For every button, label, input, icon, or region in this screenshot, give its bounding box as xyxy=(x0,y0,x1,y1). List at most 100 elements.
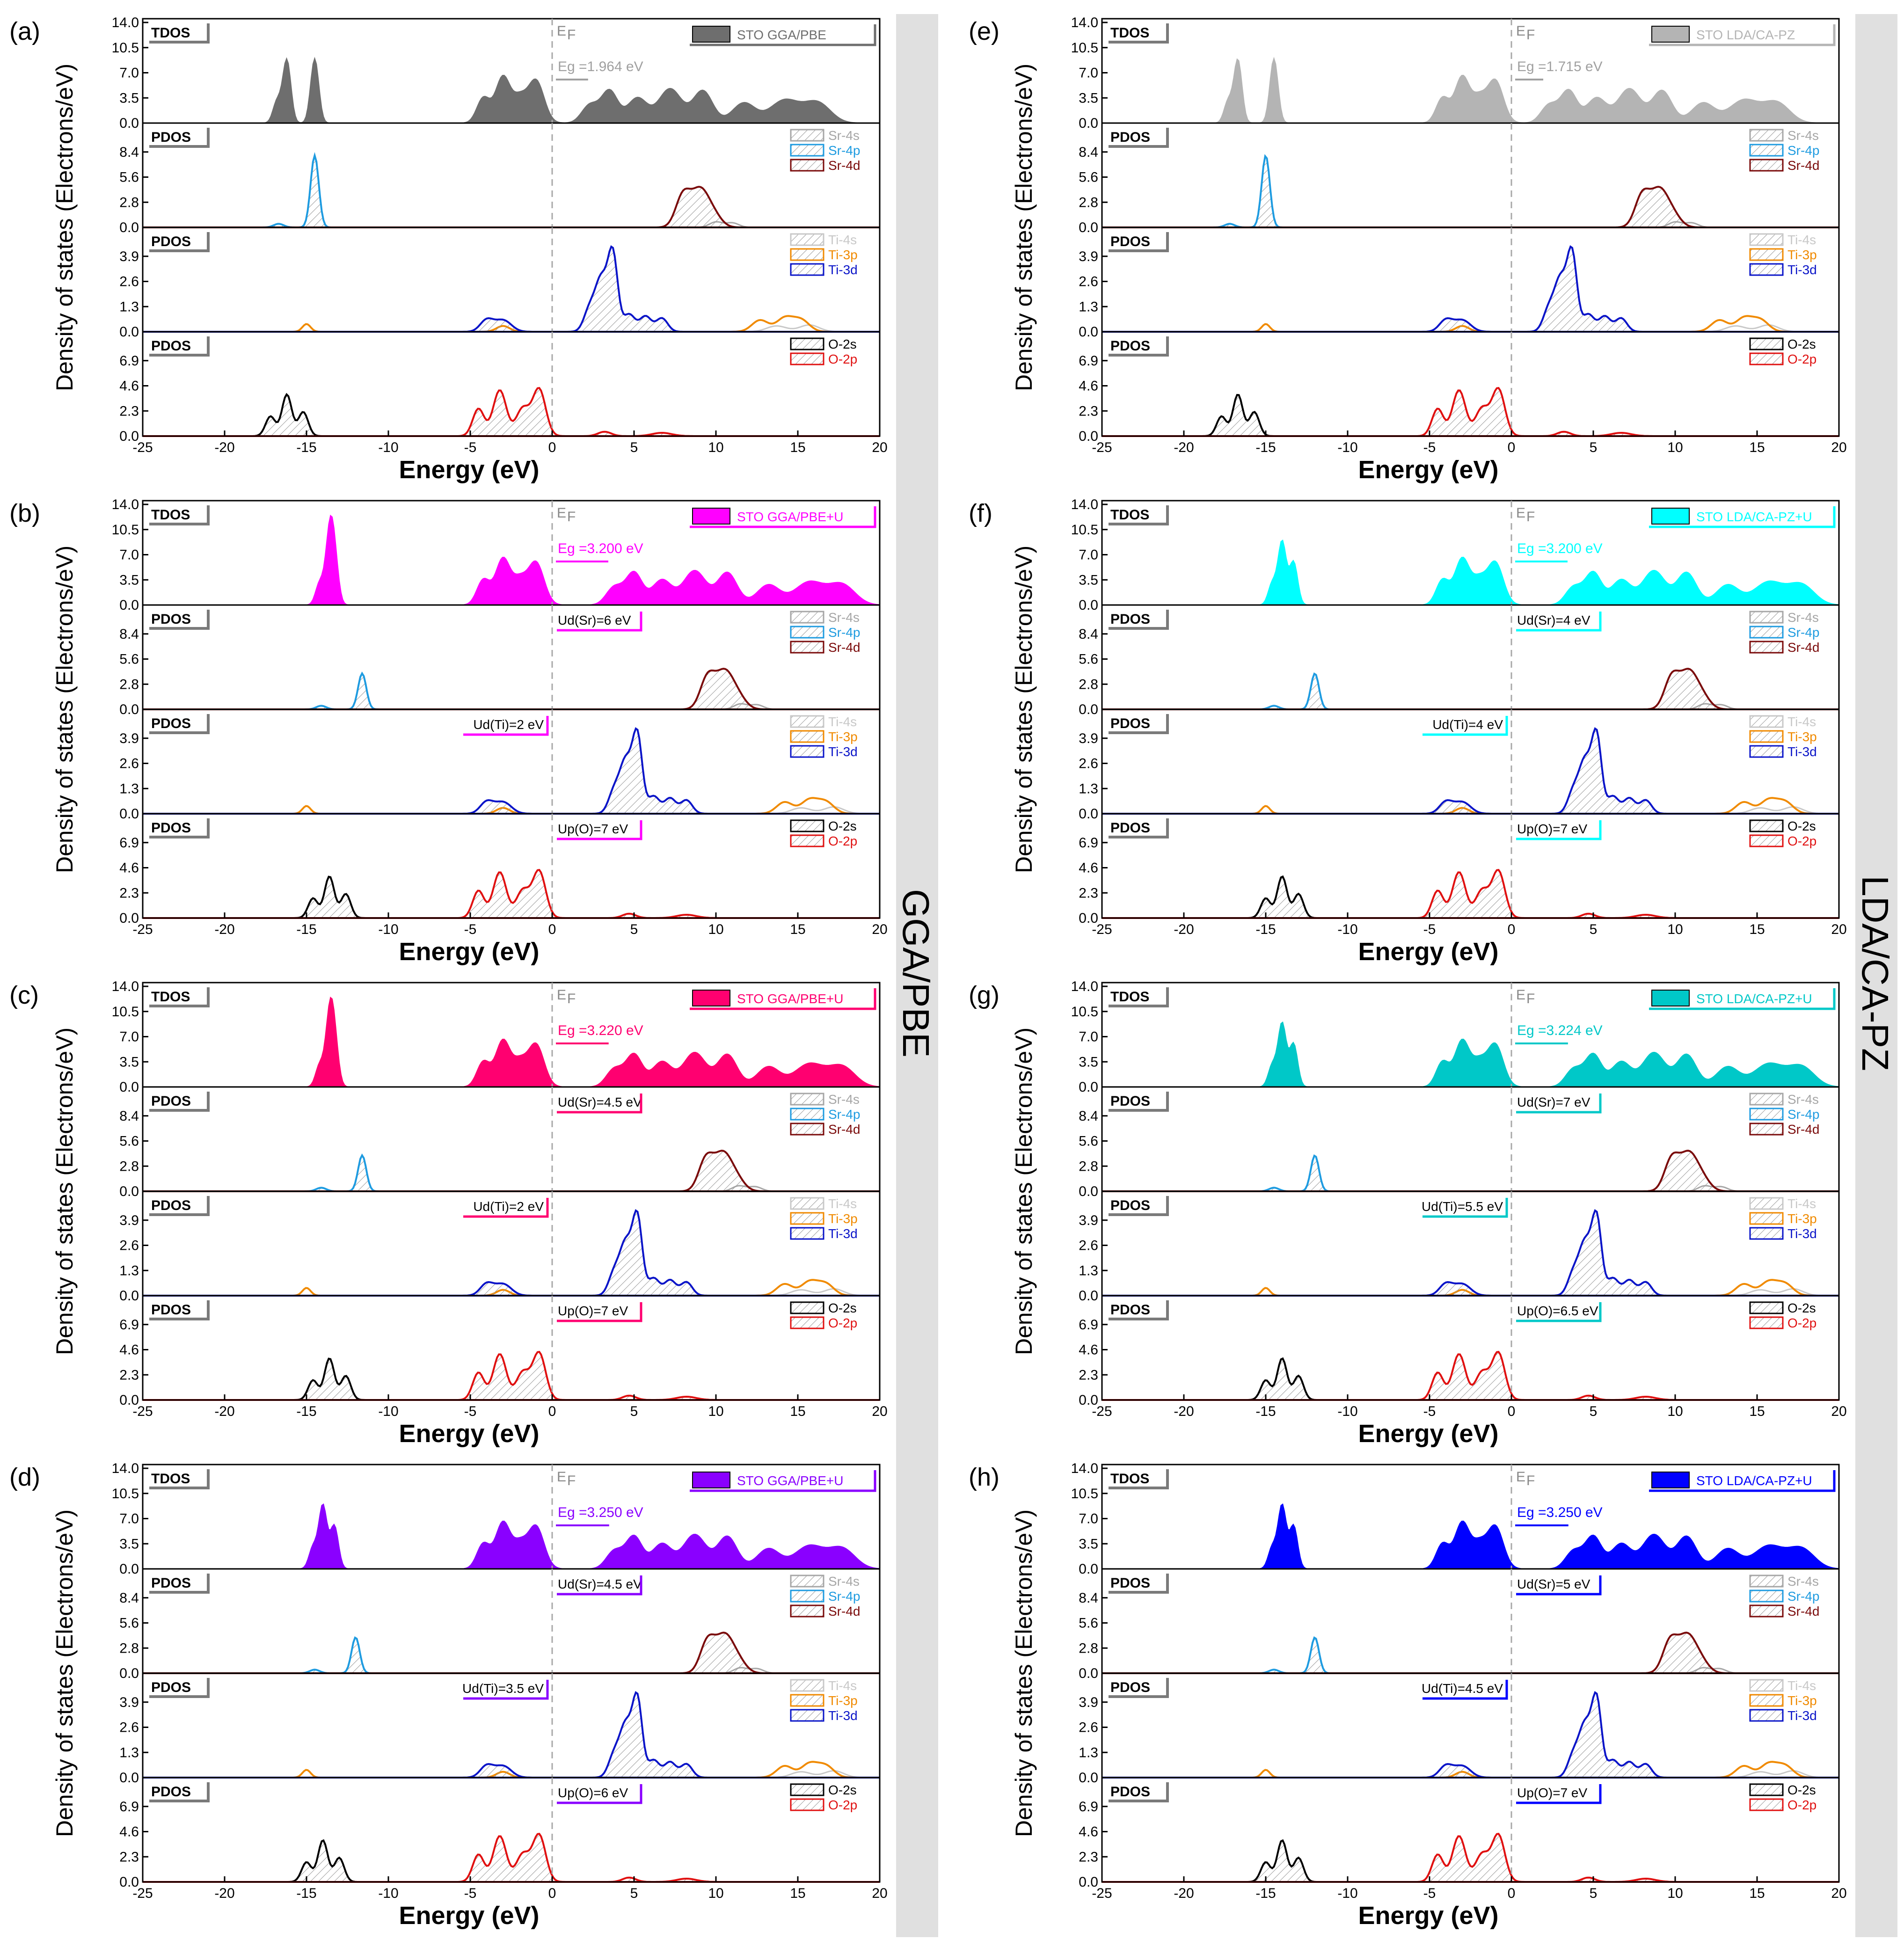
x-tick-label: 20 xyxy=(1831,922,1846,937)
section-tdos: 0.0 3.5 7.0 10.5 14.0 TDOS STO LDA/CA-PZ+U E F Eg… xyxy=(1071,1461,1840,1577)
section-frame xyxy=(1101,813,1840,919)
y-tick-label: 5.6 xyxy=(1079,1134,1098,1149)
y-tick-label: 0.0 xyxy=(119,1392,139,1408)
x-tick-label: 10 xyxy=(1667,440,1683,455)
sr-4d-line xyxy=(143,1150,880,1192)
sr-4p-line xyxy=(143,1636,880,1674)
y-tick-label: 6.9 xyxy=(119,1799,139,1815)
y-tick-label: 2.6 xyxy=(119,274,139,290)
section-frame xyxy=(1101,331,1840,437)
sr-4p-line xyxy=(1102,1636,1839,1674)
u-parameter-text: Ud(Ti)=5.5 eV xyxy=(1422,1199,1503,1214)
section-tdos: 0.0 3.5 7.0 10.5 14.0 TDOS STO GGA/PBE+U E F Eg =… xyxy=(112,979,881,1095)
tdos-area xyxy=(1102,539,1839,605)
section-tag-box xyxy=(1109,336,1169,357)
x-tick-label: 5 xyxy=(630,922,638,937)
u-parameter-text: Up(O)=7 eV xyxy=(1517,1786,1587,1800)
legend-text: Sr-4p xyxy=(1787,1589,1819,1604)
ti-3d-line xyxy=(143,1209,880,1297)
y-tick-label: 0.0 xyxy=(1079,1770,1098,1786)
x-tick-label: -25 xyxy=(1092,922,1112,937)
legend-swatch xyxy=(1749,144,1784,157)
legend-swatch xyxy=(790,1679,824,1692)
section-tag-box xyxy=(149,1092,210,1112)
legend-text: STO GGA/PBE+U xyxy=(737,991,843,1006)
pdos-legend: O-2sO-2p xyxy=(790,1301,857,1330)
legend-text: Sr-4d xyxy=(1787,1604,1819,1618)
section-tag-box xyxy=(149,1678,210,1698)
legend-text: Sr-4p xyxy=(828,143,860,158)
legend-box xyxy=(1649,1470,1836,1492)
panel-id-label: (e) xyxy=(969,17,999,45)
section-tag-text: PDOS xyxy=(151,1575,191,1591)
y-tick-label: 0.0 xyxy=(1079,220,1098,235)
x-tick-label: 20 xyxy=(1831,1886,1846,1901)
section-tag-text: PDOS xyxy=(1110,1302,1150,1318)
y-tick-label: 3.5 xyxy=(119,572,139,588)
legend-box xyxy=(1649,506,1836,528)
legend-text: O-2s xyxy=(1787,819,1816,833)
x-tick-label: 5 xyxy=(630,1886,638,1901)
u-parameter-text: Up(O)=7 eV xyxy=(558,1304,628,1318)
section-tdos: 0.0 3.5 7.0 10.5 14.0 TDOS STO LDA/CA-PZ E F Eg =… xyxy=(1071,15,1840,131)
x-tick-label: 0 xyxy=(1508,440,1516,455)
legend-swatch xyxy=(790,352,824,365)
o-2p-line xyxy=(1102,1833,1839,1883)
legend-text: Ti-3p xyxy=(828,248,858,262)
legend-text: O-2s xyxy=(1787,1783,1816,1797)
section-tdos: 0.0 3.5 7.0 10.5 14.0 TDOS STO GGA/PBE E F Eg =1.… xyxy=(112,15,881,131)
legend-swatch xyxy=(1749,159,1784,172)
x-axis-label: Energy (eV) xyxy=(1358,1420,1498,1448)
y-tick-label: 14.0 xyxy=(1071,1461,1098,1476)
section-tdos: 0.0 3.5 7.0 10.5 14.0 TDOS STO GGA/PBE+U E F Eg =… xyxy=(112,1461,881,1577)
legend-swatch xyxy=(1749,745,1784,758)
section-tag-text: PDOS xyxy=(151,234,191,249)
legend-text: Sr-4d xyxy=(1787,1122,1819,1137)
fermi-label-sub: F xyxy=(567,991,576,1006)
section-pdos-o: 0.0 2.3 4.6 6.9 PDOS O-2sO-2p Up(O)=6.5 eV xyxy=(1079,1295,1840,1408)
sr-4d-line xyxy=(143,186,880,228)
section-tag-box xyxy=(149,987,210,1007)
y-tick-label: 5.6 xyxy=(1079,1616,1098,1631)
legend-text: O-2s xyxy=(828,819,857,833)
y-tick-label: 5.6 xyxy=(119,652,139,667)
o-2p-line xyxy=(143,387,880,437)
legend-swatch xyxy=(790,1798,824,1811)
x-tick-label: -20 xyxy=(214,922,234,937)
legend-swatch xyxy=(790,159,824,172)
section-tag: PDOS xyxy=(1109,232,1169,252)
section-tag-text: TDOS xyxy=(1110,1471,1149,1487)
y-tick-label: 1.3 xyxy=(119,781,139,796)
legend-text: Ti-3d xyxy=(1787,1708,1817,1723)
legend-swatch xyxy=(1749,1575,1784,1588)
u-parameter-label: Up(O)=7 eV xyxy=(557,820,642,840)
legend-swatch xyxy=(1651,508,1690,525)
tdos-area xyxy=(1102,1503,1839,1569)
legend-swatch xyxy=(790,337,824,350)
x-tick-label: 15 xyxy=(1749,440,1765,455)
x-tick-label: -15 xyxy=(296,1404,316,1419)
y-tick-label: 0.0 xyxy=(1079,324,1098,340)
section-tag-text: TDOS xyxy=(151,25,190,41)
legend-box xyxy=(1649,988,1836,1010)
legend-box xyxy=(690,1470,876,1492)
u-parameter-label: Up(O)=6.5 eV xyxy=(1516,1302,1602,1322)
u-parameter-box xyxy=(1516,1093,1602,1114)
section-tag-text: PDOS xyxy=(1110,1784,1150,1800)
x-tick-label: 15 xyxy=(790,440,805,455)
y-tick-label: 1.3 xyxy=(1079,1263,1098,1278)
y-tick-label: 7.0 xyxy=(1079,66,1098,81)
fermi-label-sub: F xyxy=(1526,27,1535,43)
legend-swatch xyxy=(692,1472,730,1488)
x-tick-label: -10 xyxy=(1337,922,1357,937)
legend-swatch xyxy=(1749,263,1784,276)
x-axis-label: Energy (eV) xyxy=(1358,1902,1498,1930)
legend-swatch xyxy=(1749,1783,1784,1796)
section-frame xyxy=(142,604,881,710)
x-tick-label: 10 xyxy=(708,1404,723,1419)
x-tick-label: -15 xyxy=(1255,1404,1276,1419)
